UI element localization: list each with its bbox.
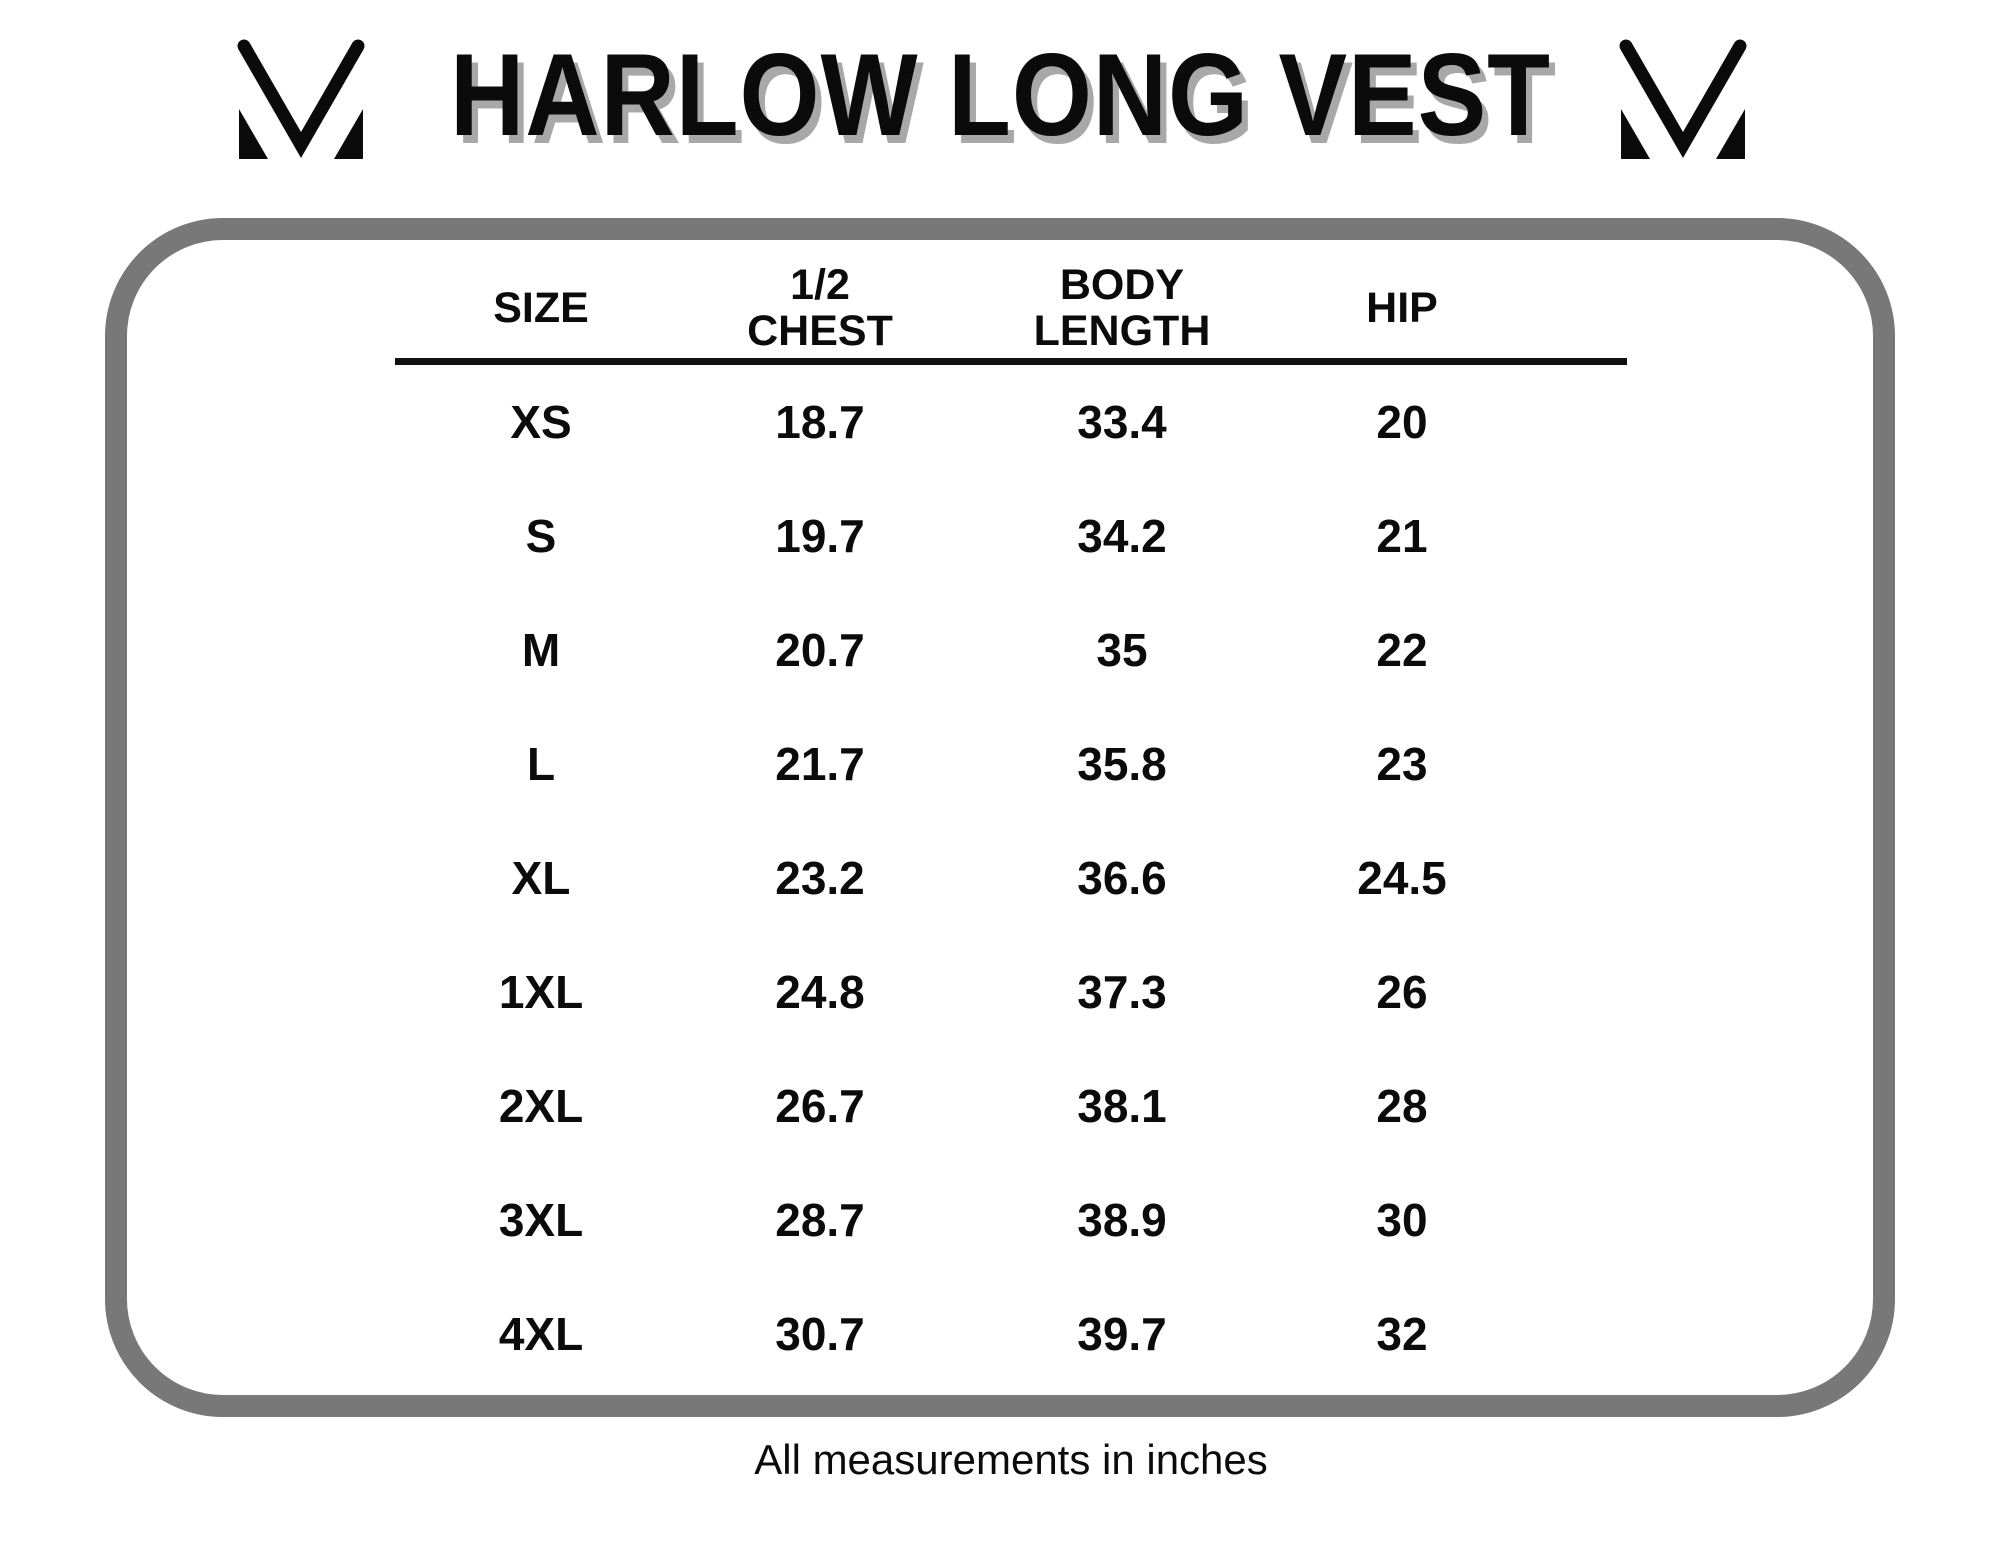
half-chest-value: 20.7 [775, 623, 865, 676]
size-label: 1XL [498, 965, 584, 1018]
size-label: 3XL [498, 1193, 584, 1246]
body-length-value: 33.4 [1077, 395, 1167, 448]
body-length-value: 37.3 [1077, 965, 1167, 1018]
hip-value: 20 [1376, 395, 1428, 448]
page-title-wrap: HARLOW LONG VEST [0, 36, 2000, 153]
hip-value: 30 [1376, 1193, 1428, 1246]
hip-value: 26 [1376, 965, 1428, 1018]
hip-value: 22 [1376, 623, 1428, 676]
body-length-value: 34.2 [1077, 509, 1167, 562]
half-chest-value: 23.2 [775, 851, 865, 904]
body-length-value: 38.1 [1077, 1079, 1167, 1132]
hip-value: 32 [1376, 1307, 1428, 1360]
hip-value: 24.5 [1357, 851, 1447, 904]
body-length-value: 35 [1096, 623, 1148, 676]
size-label: L [526, 737, 556, 790]
size-chart-table: SIZE 1/2 CHEST BODY LENGTH HIP XS 18.7 3… [395, 259, 1627, 1391]
column-header-half-chest: 1/2 CHEST [687, 259, 953, 365]
size-label: M [521, 623, 561, 676]
page-title: HARLOW LONG VEST [449, 29, 1551, 160]
column-header-body-length: BODY LENGTH [953, 259, 1291, 365]
half-chest-value: 24.8 [775, 965, 865, 1018]
size-label: 2XL [498, 1079, 584, 1132]
size-label: XL [511, 851, 571, 904]
column-header-hip: HIP [1291, 259, 1627, 365]
body-length-value: 36.6 [1077, 851, 1167, 904]
half-chest-value: 18.7 [775, 395, 865, 448]
hip-value: 23 [1376, 737, 1428, 790]
hip-value: 28 [1376, 1079, 1428, 1132]
size-label: S [525, 509, 557, 562]
column-header-size: SIZE [395, 259, 687, 365]
body-length-value: 39.7 [1077, 1307, 1167, 1360]
half-chest-value: 26.7 [775, 1079, 865, 1132]
brand-monogram-icon [236, 38, 366, 162]
units-note: All measurements in inches [754, 1436, 1268, 1483]
hip-value: 21 [1376, 509, 1428, 562]
size-chart-panel [105, 218, 1895, 1417]
half-chest-value: 19.7 [775, 509, 865, 562]
half-chest-value: 21.7 [775, 737, 865, 790]
half-chest-value: 30.7 [775, 1307, 865, 1360]
size-label: XS [510, 395, 572, 448]
body-length-value: 38.9 [1077, 1193, 1167, 1246]
brand-monogram-icon [1618, 38, 1748, 162]
body-length-value: 35.8 [1077, 737, 1167, 790]
half-chest-value: 28.7 [775, 1193, 865, 1246]
size-label: 4XL [498, 1307, 584, 1360]
